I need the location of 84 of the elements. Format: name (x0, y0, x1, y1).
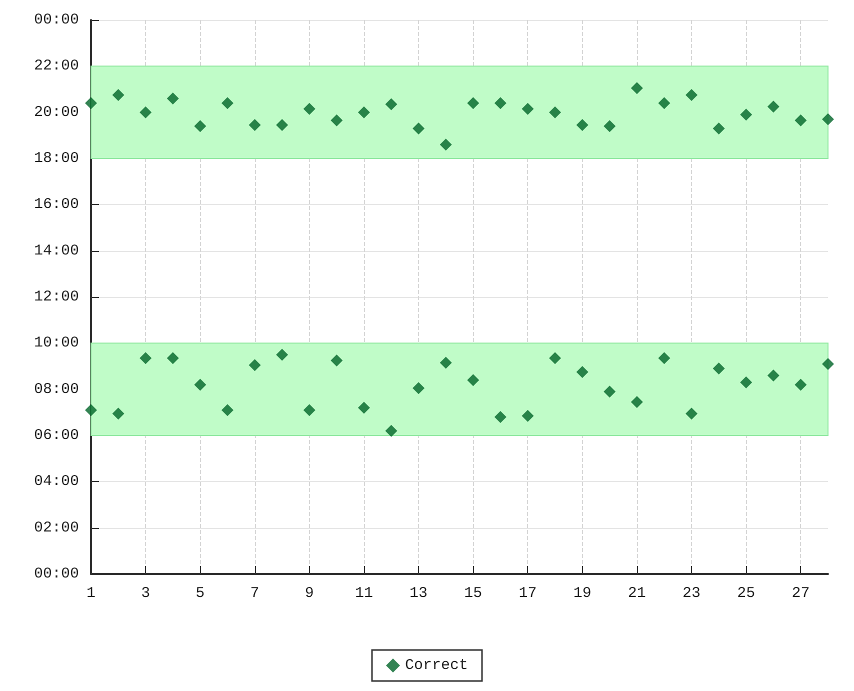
point (467, 97, 480, 110)
point (412, 122, 425, 134)
point (686, 408, 698, 420)
point (112, 89, 124, 102)
x-tick-label: 3 (141, 585, 150, 602)
x-tick-label: 17 (518, 585, 537, 602)
x-tick-label: 23 (682, 585, 701, 602)
x-tick-label: 19 (573, 585, 592, 602)
y-tick-label: 06:00 (34, 427, 79, 444)
point (794, 114, 807, 126)
point (303, 404, 316, 416)
point (112, 408, 124, 420)
point (604, 120, 616, 132)
point (440, 356, 452, 369)
x-tick-label: 11 (354, 585, 373, 602)
y-tick-label: 20:00 (34, 104, 79, 121)
point (604, 386, 616, 398)
point (549, 106, 562, 118)
y-tick-label: 18:00 (34, 150, 79, 167)
point (576, 119, 588, 132)
point (385, 98, 398, 110)
point (276, 119, 288, 132)
point (440, 138, 452, 151)
point (658, 97, 670, 110)
legend-label: Correct (404, 657, 468, 674)
point (767, 100, 780, 113)
point (330, 354, 343, 366)
point (794, 378, 807, 391)
point (412, 382, 425, 394)
point (630, 396, 643, 408)
point (576, 366, 588, 378)
point (358, 402, 370, 414)
point (740, 108, 752, 121)
x-tick-label: 9 (304, 585, 314, 602)
point (686, 89, 698, 102)
point (494, 97, 506, 110)
point (221, 404, 234, 416)
point (330, 114, 343, 126)
y-tick-label: 10:00 (34, 334, 79, 352)
point (85, 97, 97, 110)
point (221, 97, 234, 110)
point (276, 348, 288, 361)
y-tick-label: 02:00 (34, 519, 79, 536)
point (194, 120, 206, 132)
point (740, 376, 752, 388)
point (385, 424, 398, 437)
point (467, 374, 480, 386)
point (166, 352, 179, 364)
y-tick-label: 08:00 (34, 380, 79, 398)
x-tick-label: 13 (410, 585, 428, 602)
point (522, 410, 534, 422)
point (140, 352, 152, 364)
y-tick-label: 12:00 (34, 288, 79, 306)
point (303, 102, 316, 115)
y-tick-label: 14:00 (34, 242, 79, 260)
point (630, 82, 643, 94)
point (194, 378, 206, 391)
point (248, 359, 261, 372)
y-tick-label: 22:00 (34, 58, 79, 75)
y-tick-label: 04:00 (34, 473, 79, 490)
point (358, 106, 370, 118)
x-tick-label: 5 (196, 585, 205, 602)
point (85, 404, 97, 416)
point (658, 352, 670, 364)
x-tick-label: 25 (737, 585, 756, 602)
point (822, 358, 834, 370)
point (248, 119, 261, 132)
point (822, 113, 834, 126)
point (549, 352, 562, 364)
x-tick-label: 27 (792, 585, 810, 602)
point (712, 122, 725, 134)
point (494, 411, 506, 424)
y-tick-label: 00:00 (34, 566, 79, 582)
point (712, 362, 725, 375)
point (522, 102, 534, 115)
x-tick-label: 7 (250, 585, 260, 602)
y-tick-label: 16:00 (34, 196, 79, 214)
point (140, 106, 152, 118)
point (166, 92, 179, 104)
y-tick-label: 00:00 (34, 12, 79, 28)
x-tick-label: 15 (464, 585, 482, 602)
x-tick-label: 21 (628, 585, 646, 602)
x-tick-label: 1 (86, 585, 96, 602)
point (767, 369, 780, 382)
